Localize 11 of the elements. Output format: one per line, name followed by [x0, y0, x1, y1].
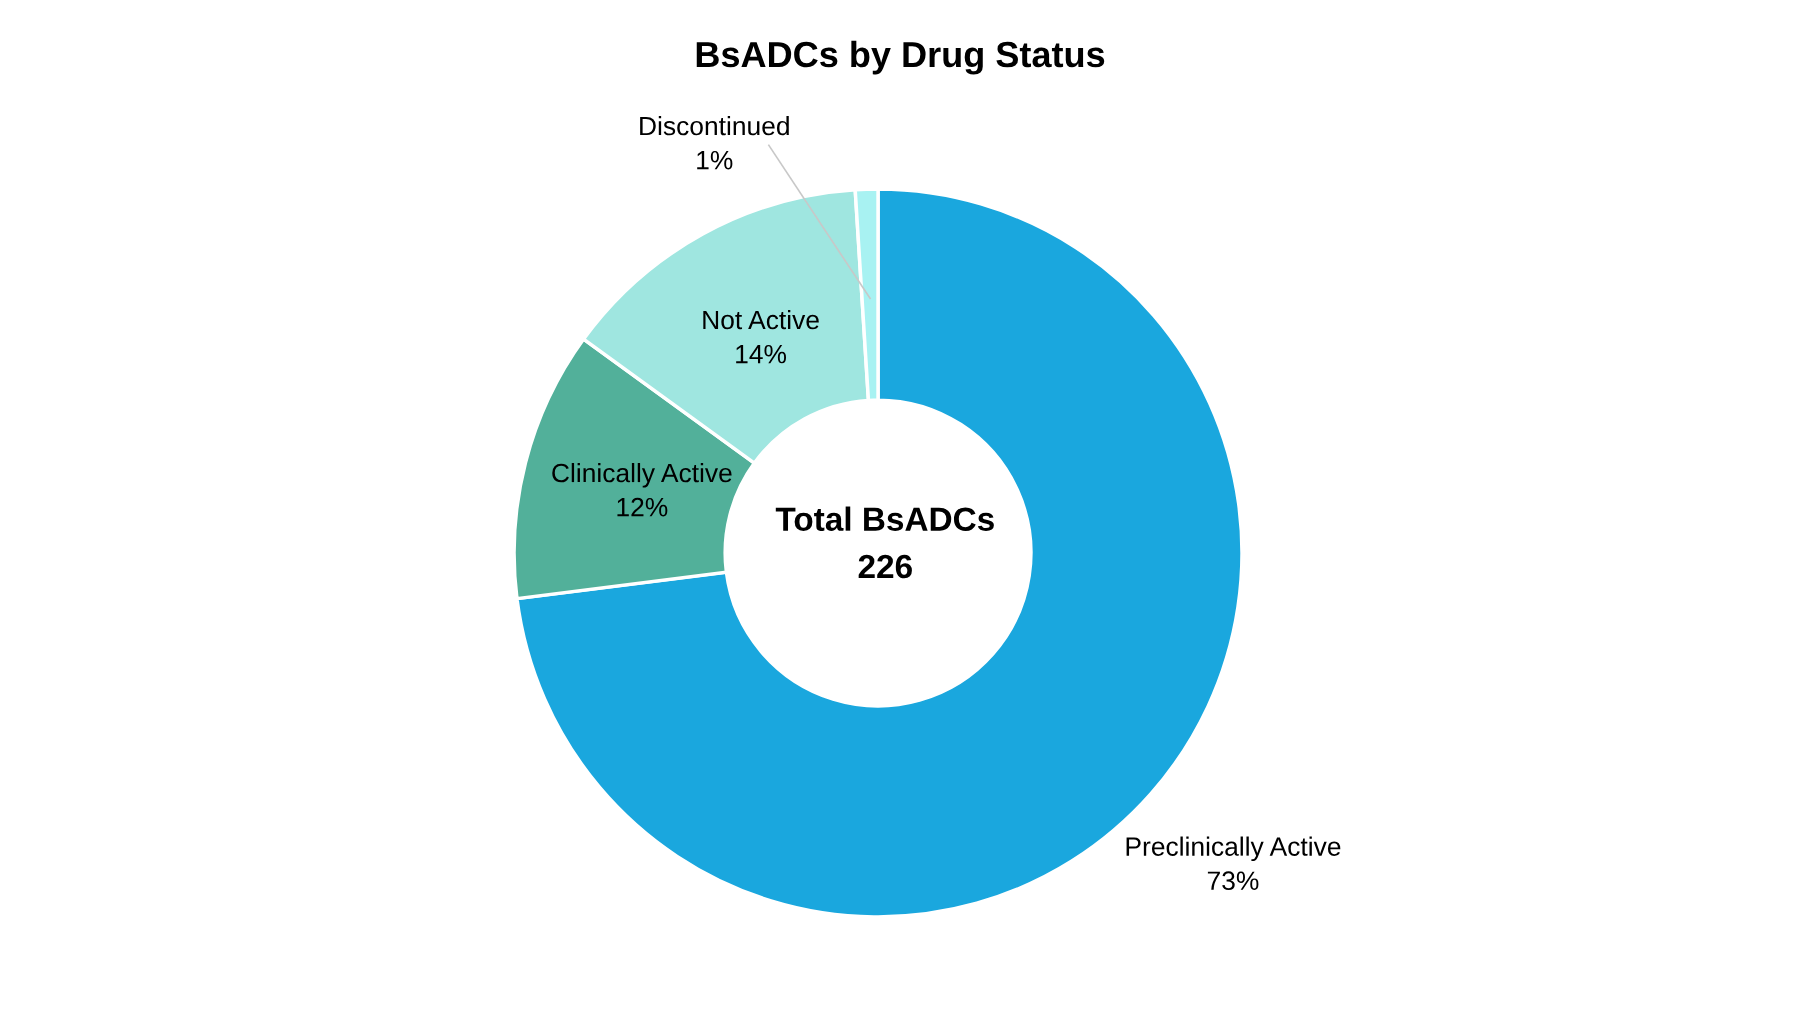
- data-label: 14%: [736, 344, 787, 364]
- chart-title: BsADCs by Drug Status: [696, 40, 1105, 75]
- text: Total BsADCs: [775, 506, 994, 531]
- data-label: 1%: [697, 150, 733, 170]
- data-label: 73%: [1207, 871, 1259, 891]
- slice-label: Not Active: [703, 309, 819, 330]
- slice-label: Clinically Active: [552, 462, 732, 488]
- slice-label: Discontinued: [640, 115, 789, 136]
- slice-label: Preclinically Active: [1126, 836, 1341, 862]
- data-label: 12%: [617, 497, 668, 517]
- text: 226: [858, 554, 912, 579]
